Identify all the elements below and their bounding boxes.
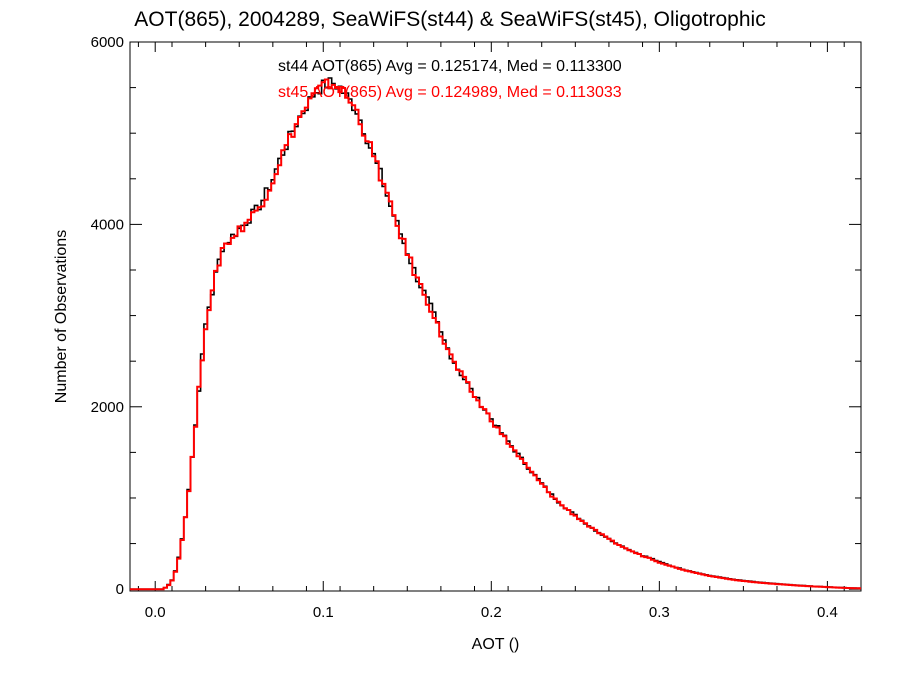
y-tick-label: 4000 (91, 216, 124, 233)
x-tick-label: 0.0 (145, 604, 166, 621)
y-axis-label: Number of Observations (53, 230, 70, 403)
series-st45-line (130, 78, 861, 591)
x-tick-label: 0.3 (649, 604, 670, 621)
y-tick-label: 6000 (91, 34, 124, 51)
x-tick-label: 0.4 (817, 604, 838, 621)
series-st44-line (130, 77, 861, 590)
chart-title: AOT(865), 2004289, SeaWiFS(st44) & SeaWi… (134, 8, 766, 31)
axis-labels: 0.0 0.1 0.2 0.3 0.4 0 2000 4000 6000 AOT () Number… (53, 34, 838, 653)
y-tick-label: 2000 (91, 399, 124, 416)
axis-ticks (130, 41, 861, 591)
y-tick-label: 0 (116, 581, 124, 598)
plot-frame (129, 41, 862, 592)
x-tick-label: 0.2 (481, 604, 502, 621)
x-tick-label: 0.1 (313, 604, 334, 621)
annotation-2: st45 AOT(865) Avg = 0.124989, Med = 0.11… (278, 84, 622, 101)
x-axis-label: AOT () (472, 636, 520, 653)
data-series (130, 77, 861, 591)
annotation-1: st44 AOT(865) Avg = 0.125174, Med = 0.11… (278, 58, 622, 75)
annotations: st44 AOT(865) Avg = 0.125174, Med = 0.11… (278, 58, 622, 101)
